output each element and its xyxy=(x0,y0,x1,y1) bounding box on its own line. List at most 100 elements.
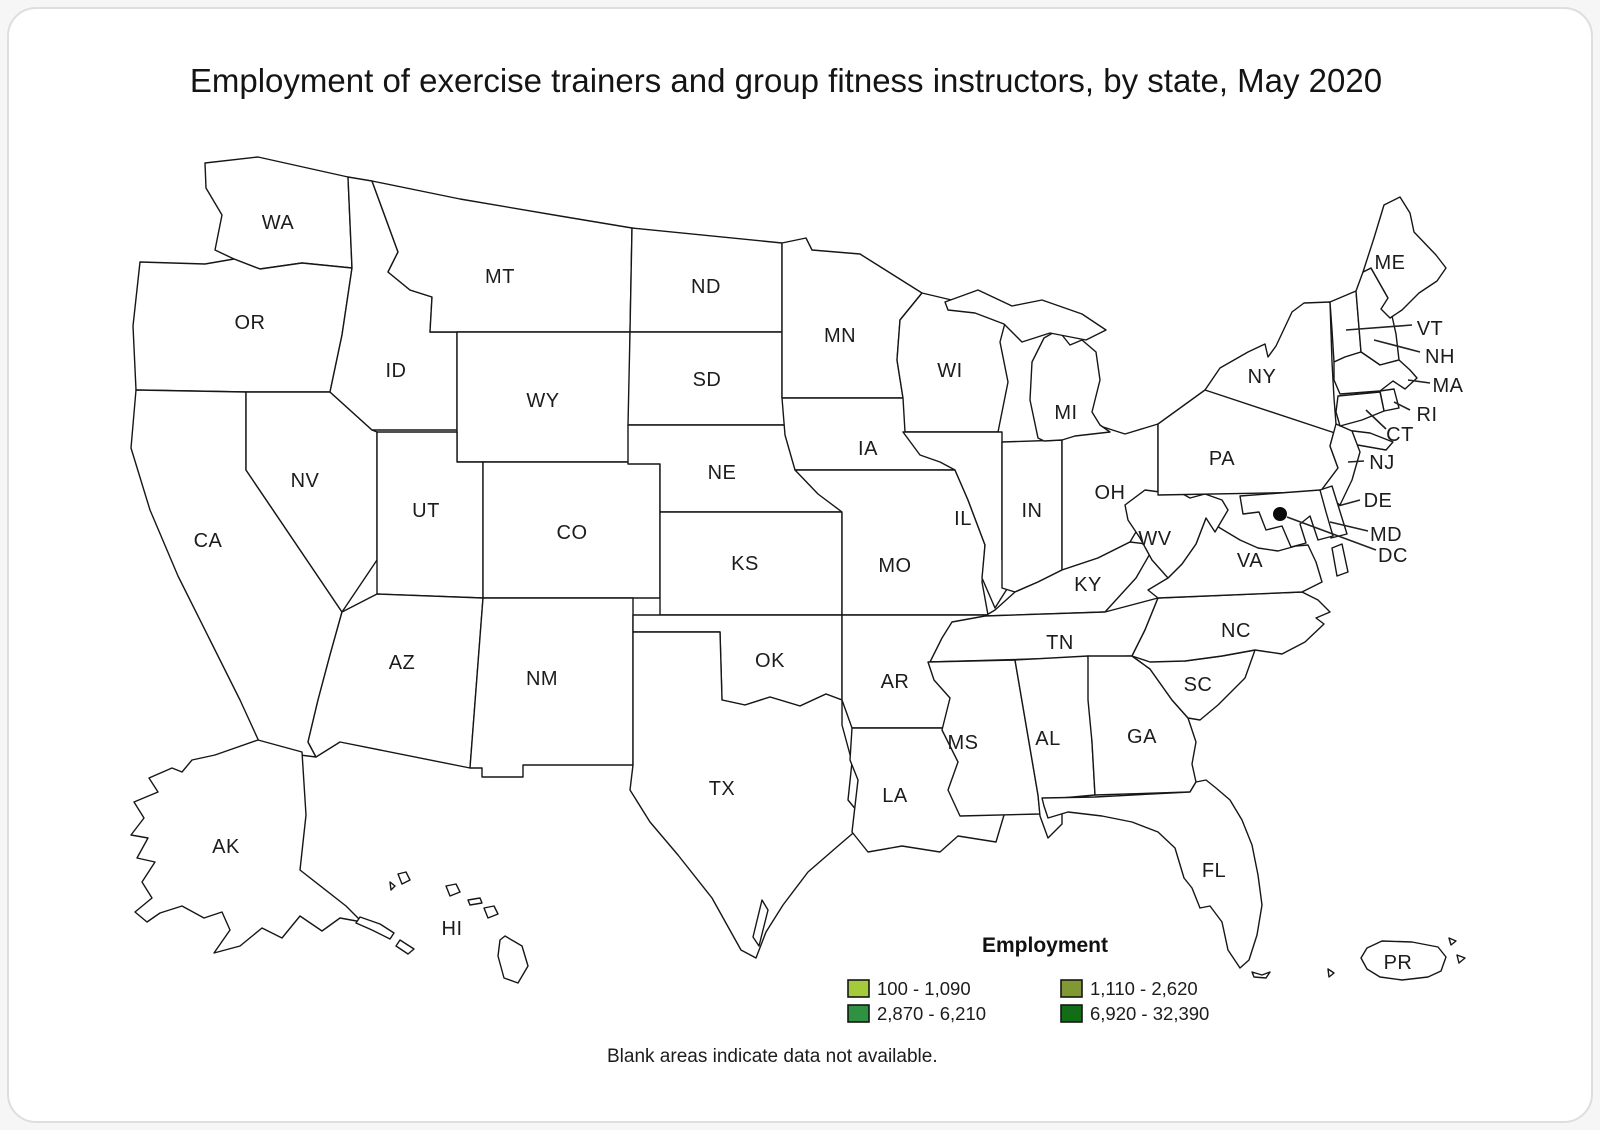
state-label-GA: GA xyxy=(1127,726,1157,748)
state-HI-hawaii xyxy=(497,935,529,984)
legend-swatch-4 xyxy=(1060,1004,1083,1023)
state-MD xyxy=(1239,489,1334,548)
state-label-MN: MN xyxy=(824,325,856,347)
state-label-NC: NC xyxy=(1221,620,1251,642)
state-label-KS: KS xyxy=(731,553,759,575)
state-HI-oahu xyxy=(445,883,461,897)
state-label-OK: OK xyxy=(755,650,785,672)
state-label-ID: ID xyxy=(386,360,407,382)
leader-line-DE xyxy=(1337,499,1361,507)
state-label-WY: WY xyxy=(526,390,559,412)
leader-line-VT xyxy=(1345,324,1413,331)
state-label-WA: WA xyxy=(262,212,295,234)
state-AZ xyxy=(307,593,484,769)
state-MI-upper xyxy=(944,289,1107,343)
state-TX-barrier-island xyxy=(752,899,769,947)
leader-lines-layer xyxy=(1286,324,1431,551)
legend: Employment 100 - 1,090 1,110 - 2,620 2,8… xyxy=(847,934,1209,1024)
state-label-TX: TX xyxy=(709,778,736,800)
footnote: Blank areas indicate data not available. xyxy=(607,1046,938,1067)
legend-swatch-1 xyxy=(847,979,870,998)
state-label-NE: NE xyxy=(708,462,737,484)
state-label-NM: NM xyxy=(526,668,558,690)
state-label-NV: NV xyxy=(291,470,320,492)
state-label-RI: RI xyxy=(1417,404,1438,426)
legend-label-4: 6,920 - 32,390 xyxy=(1090,1003,1209,1024)
state-label-ME: ME xyxy=(1375,252,1406,274)
state-HI-niihau xyxy=(389,881,396,891)
state-label-PA: PA xyxy=(1209,448,1235,470)
state-label-NY: NY xyxy=(1248,366,1277,388)
leader-line-MD xyxy=(1329,521,1369,532)
state-label-IA: IA xyxy=(858,438,878,460)
state-label-CO: CO xyxy=(557,522,588,544)
state-ME xyxy=(1362,196,1447,319)
state-label-WI: WI xyxy=(937,360,962,382)
state-label-UT: UT xyxy=(412,500,440,522)
state-NY xyxy=(1204,301,1394,451)
state-label-MD: MD xyxy=(1370,524,1402,546)
leader-line-NH xyxy=(1373,339,1421,353)
state-AK xyxy=(130,739,363,954)
state-label-MI: MI xyxy=(1054,402,1077,424)
state-label-DC: DC xyxy=(1378,545,1408,567)
state-label-ND: ND xyxy=(691,276,721,298)
state-AK-aleutians-2 xyxy=(395,939,415,955)
state-label-PR: PR xyxy=(1384,952,1413,974)
state-label-OR: OR xyxy=(235,312,266,334)
state-labels-layer: WA OR CA NV ID MT WY UT AZ CO NM ND SD NE KS OK TX MN IA MO… xyxy=(194,212,1464,974)
state-MI-lower xyxy=(1029,329,1111,442)
state-CT xyxy=(1335,391,1385,427)
state-PR-island-east1 xyxy=(1448,937,1457,946)
legend-title: Employment xyxy=(982,934,1108,957)
state-VA-eastern-shore xyxy=(1331,543,1349,577)
leader-line-CT xyxy=(1365,409,1387,430)
state-label-SC: SC xyxy=(1184,674,1213,696)
state-label-MA: MA xyxy=(1433,375,1464,397)
state-label-IL: IL xyxy=(954,508,972,530)
state-label-VT: VT xyxy=(1417,318,1444,340)
state-DC-marker xyxy=(1273,507,1287,521)
state-FL xyxy=(1041,779,1263,969)
state-label-KY: KY xyxy=(1074,574,1102,596)
states-layer xyxy=(130,156,1466,984)
page-title: Employment of exercise trainers and grou… xyxy=(190,62,1382,99)
state-label-HI: HI xyxy=(442,918,463,940)
state-MA xyxy=(1333,351,1418,395)
state-MT xyxy=(371,180,633,333)
state-label-MS: MS xyxy=(948,732,979,754)
state-NC xyxy=(1131,591,1331,663)
state-HI-kauai xyxy=(397,871,411,885)
state-label-FL: FL xyxy=(1202,860,1226,882)
state-label-IN: IN xyxy=(1022,500,1043,522)
state-label-VA: VA xyxy=(1237,550,1263,572)
leader-line-NJ xyxy=(1347,460,1365,463)
state-PR-island-east2 xyxy=(1456,954,1466,964)
state-label-NH: NH xyxy=(1425,346,1455,368)
state-label-WV: WV xyxy=(1138,528,1171,550)
state-AK-aleutians-1 xyxy=(355,916,395,940)
leader-line-MA xyxy=(1407,379,1431,384)
state-label-TN: TN xyxy=(1046,632,1074,654)
state-TX xyxy=(629,631,867,959)
state-PR-island-west xyxy=(1327,968,1335,978)
state-label-SD: SD xyxy=(693,369,722,391)
legend-swatch-2 xyxy=(1060,979,1083,998)
state-FL-keys xyxy=(1251,971,1271,979)
state-label-NJ: NJ xyxy=(1369,452,1394,474)
state-label-CT: CT xyxy=(1386,424,1414,446)
state-HI-molokai xyxy=(467,897,483,906)
state-HI-maui xyxy=(483,905,499,919)
state-label-AK: AK xyxy=(212,836,240,858)
state-PR xyxy=(1360,940,1447,981)
state-label-OH: OH xyxy=(1095,482,1126,504)
state-label-MO: MO xyxy=(878,555,911,577)
legend-label-3: 2,870 - 6,210 xyxy=(877,1003,986,1024)
legend-swatch-3 xyxy=(847,1004,870,1023)
state-label-AR: AR xyxy=(881,671,910,693)
legend-label-2: 1,110 - 2,620 xyxy=(1090,978,1198,999)
state-label-MT: MT xyxy=(485,266,515,288)
state-label-LA: LA xyxy=(882,785,908,807)
